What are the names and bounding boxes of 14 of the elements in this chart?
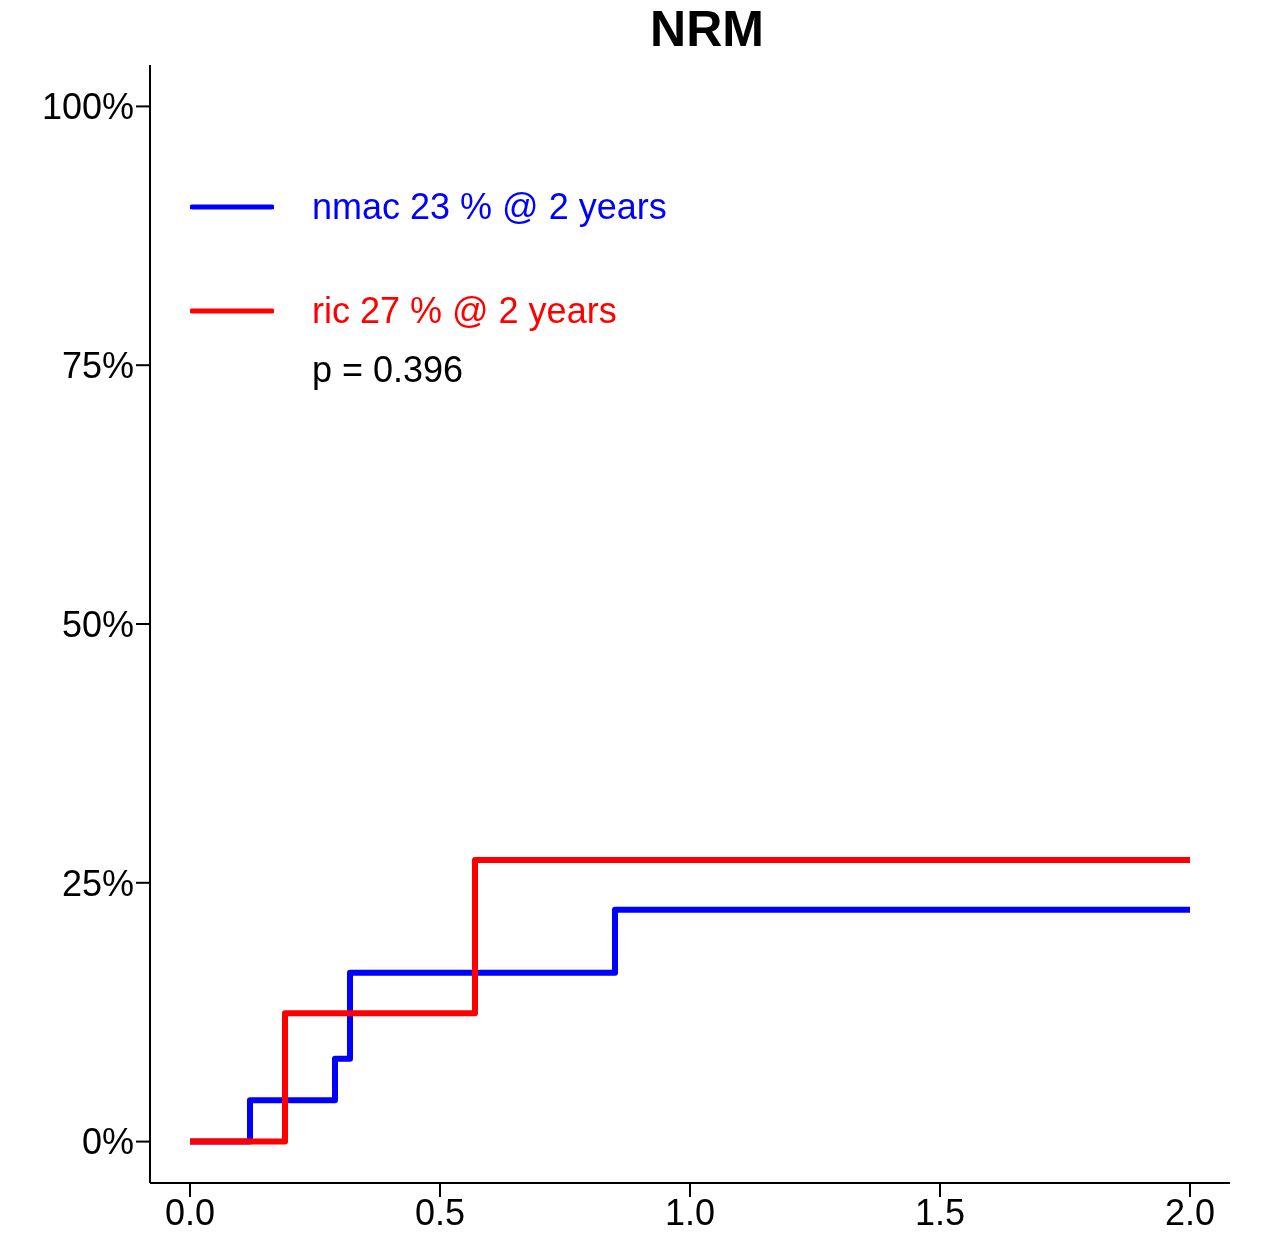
y-tick-label: 50% bbox=[61, 603, 134, 645]
x-tick-label: 1.0 bbox=[664, 1191, 716, 1233]
x-tick-label: 0.0 bbox=[164, 1191, 216, 1233]
x-tick-label: 1.5 bbox=[914, 1191, 966, 1233]
x-tick-label: 2.0 bbox=[1164, 1191, 1216, 1233]
legend-label: ric 27 % @ 2 years bbox=[312, 290, 617, 332]
y-tick-label: 0% bbox=[81, 1121, 134, 1163]
x-tick-label: 0.5 bbox=[414, 1191, 466, 1233]
legend-label: nmac 23 % @ 2 years bbox=[312, 186, 667, 228]
annotation: p = 0.396 bbox=[312, 349, 465, 391]
y-tick-label: 100% bbox=[41, 86, 134, 128]
y-tick-label: 25% bbox=[61, 862, 134, 904]
chart-title: NRM bbox=[649, 0, 765, 58]
y-tick-label: 75% bbox=[61, 344, 134, 386]
